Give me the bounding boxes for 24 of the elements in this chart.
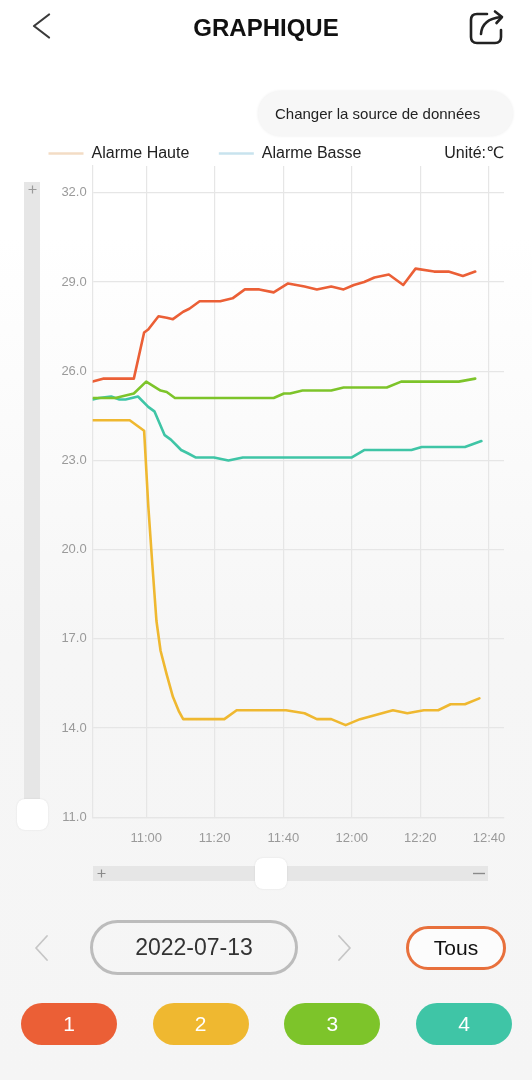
y-tick-label: 14.0	[61, 719, 87, 735]
y-tick-label: 23.0	[61, 452, 87, 467]
y-tick-label: 32.0	[61, 184, 87, 200]
date-field: 2022-07-13	[90, 920, 298, 975]
chart-title: GRAPHIQUE	[192, 13, 340, 43]
y-tick-label: 17.0	[61, 630, 87, 646]
y-tick-label: 11.0	[62, 808, 87, 824]
x-tick-label: 12:00	[335, 829, 369, 845]
text: 1	[21, 1003, 117, 1045]
text: 4	[416, 1003, 513, 1045]
text: 2	[152, 1003, 249, 1045]
y-tick-label: 29.0	[61, 273, 87, 289]
x-tick-label: 11:20	[198, 829, 231, 845]
y-axis-title: Unité:℃	[444, 143, 505, 161]
y-tick-label: 26.0	[61, 362, 87, 378]
x-tick-label: 12:40	[472, 829, 506, 845]
x-tick-label: 11:00	[130, 829, 162, 845]
y-tick-label: 20.0	[61, 541, 87, 557]
legend-label: Alarme Haute	[91, 143, 190, 161]
text: Changer la source de données	[275, 104, 481, 124]
legend-label: Alarme Basse	[261, 143, 362, 161]
x-tick-label: 12:20	[404, 829, 437, 845]
x-tick-label: 11:40	[267, 829, 300, 845]
text: 3	[284, 1003, 381, 1045]
